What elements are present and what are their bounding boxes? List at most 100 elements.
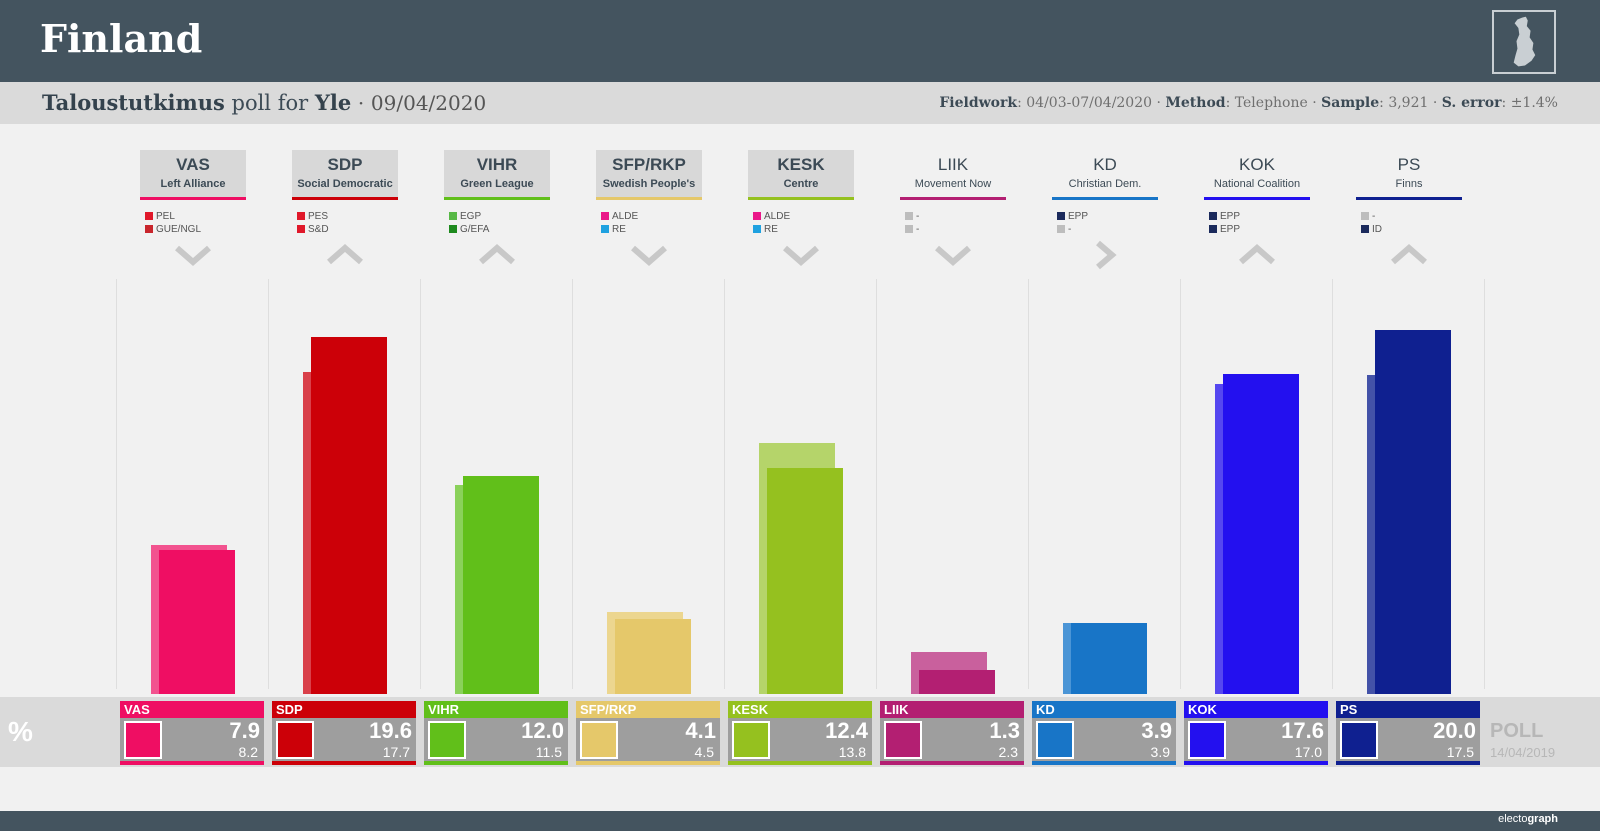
eu-group-label: PES	[308, 211, 329, 222]
current-bar-sfp-rkp	[615, 619, 691, 694]
poll-value: 19.6	[369, 718, 412, 743]
party-name: Green League	[460, 178, 534, 190]
result-card-color-strip	[1336, 761, 1480, 765]
eu-groups-sdp: PES S&D	[293, 210, 399, 236]
result-card-ps: PS 20.0 17.5	[1336, 701, 1480, 765]
result-card-abbr: KESK	[728, 701, 872, 718]
eu-group-label: RE	[764, 224, 778, 235]
percent-label: %	[8, 716, 33, 747]
column-divider	[1180, 279, 1181, 689]
previous-value: 3.9	[1150, 744, 1170, 760]
eu-group-swatch	[1057, 225, 1065, 233]
result-card-color-strip	[1184, 761, 1328, 765]
current-bar-ps	[1375, 329, 1451, 694]
result-card-vas: VAS 7.9 8.2	[120, 701, 264, 765]
column-divider	[1028, 279, 1029, 689]
poll-value: 1.3	[989, 718, 1020, 743]
method-label: Method	[1165, 95, 1226, 111]
party-color-underline	[140, 197, 246, 200]
eu-groups-kd: EPP -	[1053, 210, 1159, 236]
eu-group: ID	[1357, 223, 1463, 236]
party-logo-kok	[1188, 721, 1226, 759]
column-divider	[1332, 279, 1333, 689]
eu-group-label: GUE/NGL	[156, 224, 202, 235]
page-title: Finland	[40, 16, 203, 61]
previous-value: 13.8	[838, 744, 866, 760]
eu-group-label: EGP	[460, 211, 482, 222]
party-name: Swedish People's	[602, 178, 696, 190]
eu-group-swatch	[1209, 225, 1217, 233]
party-color-underline	[748, 197, 854, 200]
result-card-abbr: SDP	[272, 701, 416, 718]
result-card-color-strip	[1032, 761, 1176, 765]
result-card-abbr: KOK	[1184, 701, 1328, 718]
trend-down-icon	[631, 245, 667, 266]
party-name: Left Alliance	[160, 178, 226, 190]
result-card-liik: LIIK 1.3 2.3	[880, 701, 1024, 765]
result-card-color-strip	[728, 761, 872, 765]
party-name: Movement Now	[914, 178, 992, 190]
eu-group-label: -	[1372, 211, 1376, 222]
result-card-sdp: SDP 19.6 17.7	[272, 701, 416, 765]
result-card-color-strip	[120, 761, 264, 765]
party-logo-sfp-rkp	[580, 721, 618, 759]
party-color-underline	[1204, 197, 1310, 200]
fieldwork-value: 04/03-07/04/2020	[1026, 95, 1153, 111]
trend-up-icon	[1391, 244, 1427, 265]
poll-title: Taloustutkimus poll for Yle · 09/04/2020	[42, 90, 486, 115]
eu-group: EPP	[1205, 210, 1311, 223]
eu-group: G/EFA	[445, 223, 551, 236]
result-card-abbr: LIIK	[880, 701, 1024, 718]
party-header-vihr: VIHR Green League	[444, 150, 550, 200]
trend-up-icon	[479, 244, 515, 265]
party-header-kesk: KESK Centre	[748, 150, 854, 200]
trend-down-icon	[935, 245, 971, 266]
party-name: Social Democratic	[297, 178, 393, 190]
sample-label: Sample	[1321, 95, 1380, 111]
eu-group-label: S&D	[308, 224, 329, 235]
poll-value: 20.0	[1433, 718, 1476, 743]
party-color-underline	[900, 197, 1006, 200]
column-divider	[1484, 279, 1485, 689]
previous-value: 8.2	[238, 744, 258, 760]
party-abbr: KOK	[1239, 155, 1275, 174]
poll-value: 12.0	[521, 718, 564, 743]
result-card-kesk: KESK 12.4 13.8	[728, 701, 872, 765]
party-abbr: VIHR	[476, 155, 518, 174]
error-label: S. error	[1441, 95, 1502, 111]
column-divider	[268, 279, 269, 689]
footer-bar: electograph	[0, 811, 1600, 831]
eu-group: -	[901, 210, 1007, 223]
current-bar-vas	[159, 550, 235, 694]
previous-value: 11.5	[535, 744, 562, 760]
result-card-abbr: PS	[1336, 701, 1480, 718]
error-value: ±1.4%	[1510, 95, 1558, 111]
eu-group-label: EPP	[1068, 211, 1089, 222]
eu-groups-liik: --	[901, 210, 1007, 236]
party-abbr: PS	[1397, 155, 1421, 174]
eu-group: RE	[597, 223, 703, 236]
eu-group-label: EPP	[1220, 211, 1241, 222]
party-logo-ps	[1340, 721, 1378, 759]
party-name: National Coalition	[1213, 178, 1301, 190]
eu-group: RE	[749, 223, 855, 236]
party-logo-liik	[884, 721, 922, 759]
column-divider	[876, 279, 877, 689]
party-name: Finns	[1395, 178, 1423, 190]
eu-group-swatch	[905, 212, 913, 220]
poll-info-bar: Taloustutkimus poll for Yle · 09/04/2020…	[0, 82, 1600, 124]
eu-group-label: G/EFA	[460, 224, 490, 235]
eu-group-swatch	[601, 225, 609, 233]
party-abbr: SFP/RKP	[612, 155, 686, 174]
eu-group-label: -	[916, 224, 920, 235]
eu-group-swatch	[753, 212, 761, 220]
eu-group: EPP	[1205, 223, 1311, 236]
pollster-name: Taloustutkimus	[42, 90, 225, 115]
finland-map-icon	[1492, 10, 1556, 74]
previous-value: 4.5	[694, 744, 714, 760]
current-bar-kesk	[767, 468, 843, 694]
eu-group-swatch	[905, 225, 913, 233]
eu-group: ALDE	[749, 210, 855, 223]
previous-poll-label: POLL	[1490, 720, 1544, 742]
eu-group: -	[1053, 223, 1159, 236]
